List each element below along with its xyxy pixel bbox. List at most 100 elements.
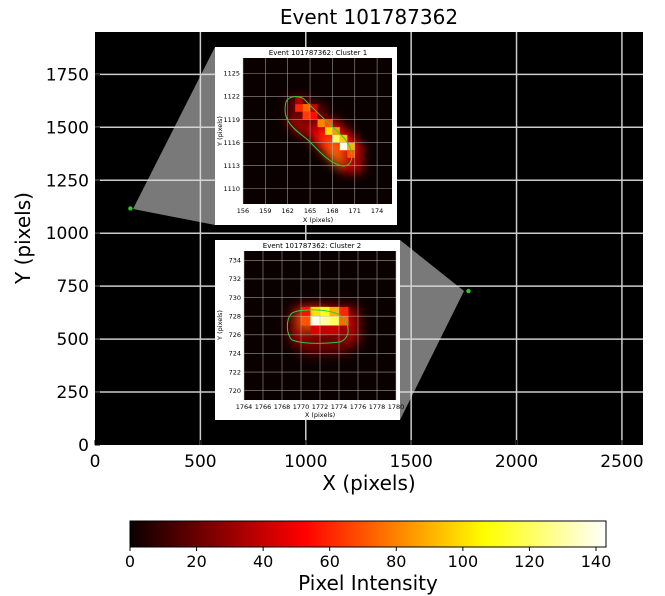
cluster-marker-1 (128, 206, 133, 211)
inset-2-pixel (310, 316, 320, 326)
inset-1-x-tick-label: 174 (371, 207, 383, 215)
main-y-tick-label: 0 (78, 436, 89, 456)
inset-2-x-tick-label: 1774 (331, 403, 348, 411)
inset-1-y-tick-label: 1110 (223, 185, 240, 193)
inset-1-x-tick-label: 159 (259, 207, 271, 215)
colorbar-label: Pixel Intensity (298, 571, 438, 595)
cluster-marker-2 (466, 288, 471, 294)
colorbar-tick-label: 0 (125, 552, 135, 571)
main-x-tick-label: 1000 (284, 452, 327, 472)
inset-1-grid (242, 58, 392, 204)
inset-2-cells (291, 306, 358, 354)
inset-1-y-tick-label: 1122 (223, 93, 240, 101)
inset-cluster-1: Event 101787362: Cluster 1 156 159 162 165 1… (215, 47, 397, 225)
inset-1-pixel (317, 119, 325, 128)
inset-2-pixel (320, 316, 330, 326)
main-x-tick-label: 0 (90, 452, 101, 472)
inset-1-x-label: X (pixels) (303, 216, 333, 224)
main-x-tick-label: 2500 (600, 452, 643, 472)
colorbar-tick-label: 20 (186, 552, 206, 571)
colorbar-tick-label: 120 (514, 552, 545, 571)
inset-2-grid (243, 251, 397, 400)
inset-1-pixel (295, 104, 303, 112)
inset-2-y-tick-label: 722 (229, 368, 241, 376)
inset-2-x-tick-label: 1772 (312, 403, 329, 411)
inset-2-y-tick-label: 730 (229, 294, 241, 302)
inset-2-y-label: Y (pixels) (216, 310, 224, 341)
inset-2-pixel (329, 316, 339, 326)
colorbar-tick-label: 60 (320, 552, 340, 571)
colorbar-tick-label: 100 (448, 552, 479, 571)
inset-2-pixel (339, 316, 349, 326)
main-y-tick-label: 1500 (46, 118, 89, 138)
inset-1-x-tick-label: 162 (281, 207, 293, 215)
inset-2-y-tick-label: 734 (229, 257, 241, 265)
main-x-tick-label: 1500 (390, 452, 433, 472)
inset-1-cells (287, 96, 363, 174)
inset-1-pixel (347, 150, 355, 158)
inset-2-x-tick-label: 1770 (293, 403, 310, 411)
inset-2-y-tick-label: 732 (229, 275, 241, 283)
inset-2-pixel (310, 306, 320, 317)
inset-1-y-tick-label: 1125 (223, 70, 240, 78)
inset-2-y-tick-label: 726 (229, 331, 241, 339)
inset-1-pixel (332, 127, 340, 135)
inset-1-pixel (339, 134, 348, 143)
inset-1-ticks: 156 159 162 165 168 171 174 1110 1113 1116 1119 112… (223, 70, 383, 215)
main-title: Event 101787362 (280, 5, 458, 29)
inset-1-y-tick-label: 1116 (223, 139, 240, 147)
inset-2-x-tick-label: 1764 (236, 403, 253, 411)
inset-2-y-tick-label: 728 (229, 312, 241, 320)
inset-1-pixel (332, 134, 340, 143)
main-x-label: X (pixels) (322, 471, 415, 495)
inset-2-x-tick-label: 1776 (350, 403, 367, 411)
inset-2-x-tick-label: 1766 (255, 403, 272, 411)
inset-2-title: Event 101787362: Cluster 2 (263, 242, 361, 250)
inset-1-pixel (324, 127, 333, 135)
main-x-tick-label: 500 (184, 452, 216, 472)
inset-1-pixel (310, 111, 318, 120)
main-y-tick-label: 1000 (46, 224, 89, 244)
cluster-markers (128, 206, 471, 294)
inset-2-pixel (329, 325, 339, 335)
main-ticks: 0 500 1000 1500 2000 2500 0 250 500 750 1000 1250 15… (46, 65, 644, 472)
inset-2-contour (286, 309, 349, 344)
colorbar-ticks: 0 20 40 60 80 100 120 140 (125, 547, 611, 571)
inset-1-pixel (302, 111, 311, 120)
main-x-tick-label: 2000 (495, 452, 538, 472)
inset-1-x-tick-label: 168 (326, 207, 338, 215)
inset-1-x-tick-label: 171 (349, 207, 361, 215)
inset-2-y-tick-label: 720 (229, 387, 241, 395)
inset-2-x-label: X (pixels) (305, 411, 335, 419)
inset-1-pixel (295, 96, 303, 105)
main-y-tick-label: 1250 (46, 171, 89, 191)
inset-1-y-label: Y (pixels) (216, 116, 224, 147)
inset-1-y-tick-label: 1113 (223, 162, 240, 170)
colorbar-tick-label: 140 (581, 552, 612, 571)
inset-2-pixel (301, 316, 311, 326)
inset-2-x-tick-label: 1768 (274, 403, 291, 411)
inset-2-pixel (320, 306, 330, 317)
inset-2-y-tick-label: 724 (229, 350, 241, 358)
inset-2-pixel (339, 306, 349, 317)
inset-1-x-tick-label: 156 (237, 207, 249, 215)
connector-cluster-2 (400, 240, 464, 420)
inset-1-pixel (347, 142, 355, 151)
inset-2-x-tick-label: 1780 (388, 403, 405, 411)
inset-2-x-tick-label: 1778 (369, 403, 386, 411)
connector-cluster-1 (133, 47, 215, 225)
inset-1-pixel (339, 142, 348, 151)
inset-2-ticks: 1764 1766 1768 1770 1772 1774 1776 1778 1780 720 7… (229, 257, 405, 411)
main-y-tick-label: 250 (57, 383, 89, 403)
colorbar-tick-label: 80 (386, 552, 406, 571)
inset-2-pixel (329, 306, 339, 317)
main-y-tick-label: 500 (57, 330, 89, 350)
inset-2-pixel (310, 325, 320, 335)
inset-1-title: Event 101787362: Cluster 1 (269, 49, 367, 57)
colorbar (129, 520, 607, 548)
inset-cluster-2: Event 101787362: Cluster 2 1764 1766 1768 1… (215, 240, 404, 420)
main-y-label: Y (pixels) (11, 192, 35, 285)
inset-1-contour (284, 96, 353, 167)
inset-1-x-tick-label: 165 (304, 207, 316, 215)
